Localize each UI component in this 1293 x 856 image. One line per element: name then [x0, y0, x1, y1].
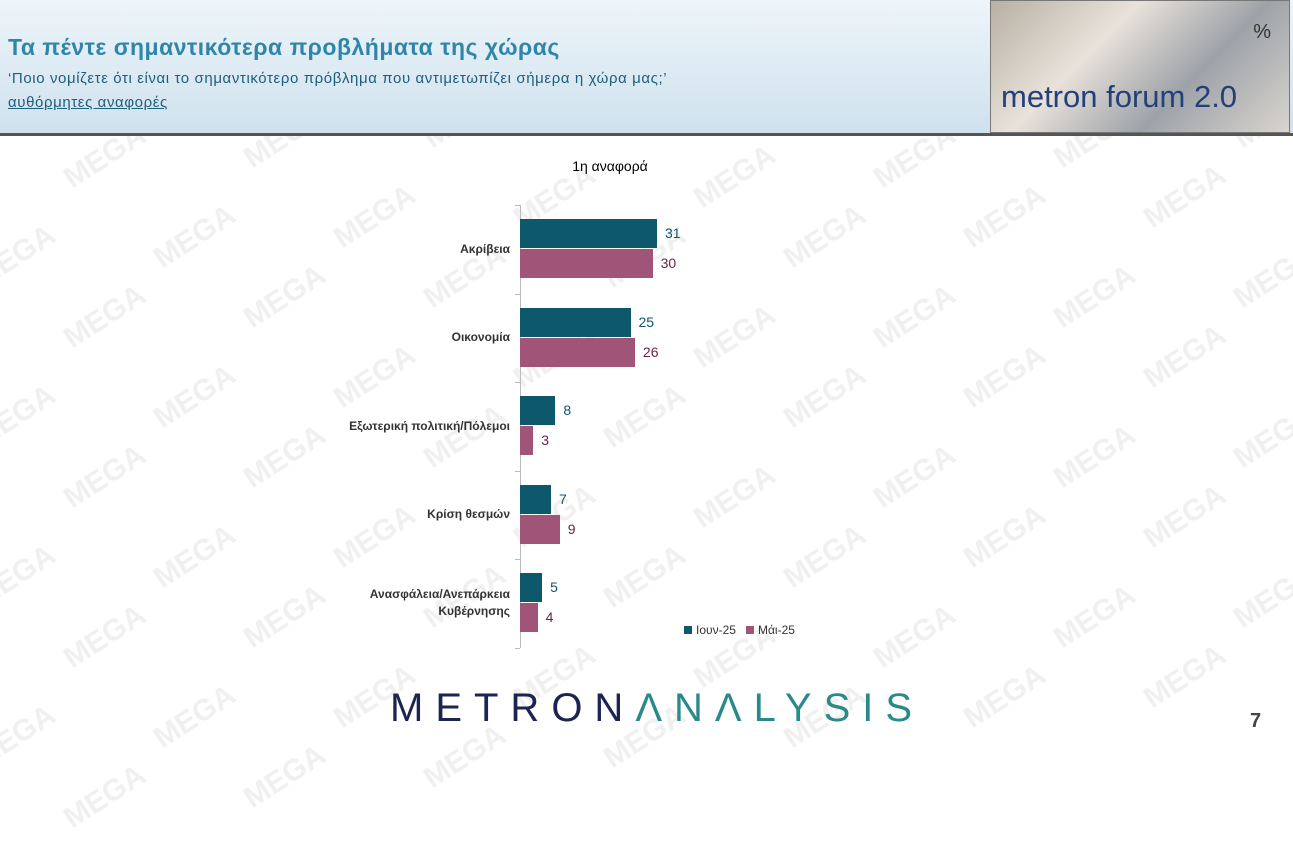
slide: {"header": {"title": "Τα πέντε σημαντικό… [0, 0, 1293, 835]
bar [520, 307, 631, 337]
bar [520, 573, 543, 603]
value-label: 9 [567, 520, 576, 537]
watermark: MEGA [958, 658, 1052, 735]
logo-text: metron forum 2.0 [1001, 79, 1238, 114]
bar [520, 603, 538, 633]
axis-tick [515, 205, 520, 206]
value-label: 5 [550, 579, 558, 596]
value-label: 31 [665, 225, 681, 242]
category-label: Ακρίβεια [460, 241, 510, 256]
brand-b: ΛNΛLYSIS [635, 686, 925, 730]
value-label: 30 [660, 255, 677, 272]
category-label: Εξωτερική πολιτική/Πόλεμοι [349, 418, 510, 433]
logo: % metron forum 2.0 [990, 0, 1290, 133]
title: Τα πέντε σημαντικότερα προβλήματα της χώ… [8, 34, 560, 60]
value-label: 7 [558, 490, 567, 507]
watermark: MEGA [58, 758, 152, 835]
bar [520, 219, 658, 249]
page-number: 7 [1250, 710, 1262, 732]
axis-tick [515, 647, 520, 649]
bar [520, 337, 635, 367]
footer-brand: METRONΛNΛLYSIS [390, 686, 924, 731]
value-label: 25 [638, 313, 655, 330]
value-label: 26 [642, 343, 659, 360]
chart-title: 1η αναφορά [572, 158, 648, 174]
legend-swatch [746, 626, 754, 634]
bar [520, 484, 551, 514]
legend-label: Μάι-25 [758, 623, 795, 637]
brand-a: METRON [390, 686, 636, 730]
bar [520, 514, 560, 544]
bar [520, 396, 556, 426]
value-label: 4 [545, 609, 554, 626]
category-label: Κρίση θεσμών [427, 507, 510, 522]
value-label: 3 [541, 432, 550, 449]
axis-tick [515, 470, 520, 472]
legend-label: Ιουν-25 [696, 623, 736, 637]
legend-swatch [684, 626, 692, 634]
category-label: Οικονομία [451, 330, 510, 345]
watermark: MEGA [238, 738, 332, 815]
header: Τα πέντε σημαντικότερα προβλήματα της χώ… [0, 0, 1293, 136]
logo-symbol: % [1253, 21, 1271, 43]
watermark: MEGA [148, 678, 242, 755]
bar [520, 426, 534, 456]
note: αυθόρμητες αναφορές [8, 94, 168, 111]
watermark: MEGA [0, 698, 62, 775]
legend-item: Μάι-25 [746, 623, 795, 637]
axis-tick [515, 559, 520, 560]
subtitle: ‘Ποιο νομίζετε ότι είναι το σημαντικότερ… [8, 70, 668, 87]
axis-tick [515, 293, 520, 295]
axis-tick [515, 382, 520, 383]
bar [520, 249, 653, 279]
category-label: Ανασφάλεια/Ανεπάρκεια Κυβέρνησης [369, 587, 510, 619]
chart: 1η αναφορά Ακρίβεια 31 30 Οικονομία 25 26 Εξωτ… [0, 140, 1293, 660]
value-label: 8 [563, 402, 572, 419]
legend-item: Ιουν-25 [684, 623, 736, 637]
